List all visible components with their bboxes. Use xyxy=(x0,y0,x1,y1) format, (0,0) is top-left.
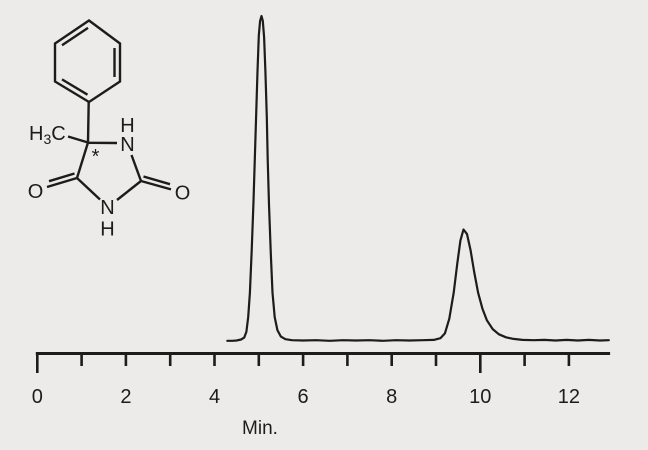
chemical-structure: H3C H N O N H O * xyxy=(28,19,191,241)
x-tick-label: 0 xyxy=(32,386,43,408)
benzene-double-bond xyxy=(61,78,89,96)
bond-c4-o-double xyxy=(48,172,75,183)
bond-c2-o-double xyxy=(143,175,171,186)
x-axis-title: Min. xyxy=(242,418,278,439)
x-tick-label: 4 xyxy=(209,386,220,408)
n3-h-label: H xyxy=(100,219,114,241)
n1-h-label: H xyxy=(120,115,134,137)
x-axis-ticks xyxy=(35,353,571,373)
methyl-label: H3C xyxy=(29,123,66,147)
x-axis-tick-labels: 0 2 4 6 8 10 12 xyxy=(32,386,580,408)
x-tick-label: 2 xyxy=(120,386,131,408)
benzene-double-bond xyxy=(61,26,89,47)
bond-phenyl-c5 xyxy=(86,101,90,143)
x-tick-label: 12 xyxy=(558,386,580,408)
n3-label: N xyxy=(100,197,114,219)
bond-c2-n3 xyxy=(116,180,142,201)
bond-n1-c2 xyxy=(130,154,143,182)
stereocenter-label: * xyxy=(92,146,100,168)
x-tick-label: 8 xyxy=(386,386,397,408)
n1-label: N xyxy=(120,134,134,156)
chromatogram-trace xyxy=(226,14,610,342)
x-tick-label: 10 xyxy=(469,386,491,408)
bond-methyl-c5 xyxy=(67,135,89,144)
benzene-ring-bond xyxy=(53,19,122,104)
bond-c2-o-double xyxy=(140,179,172,191)
bond-n3-c4 xyxy=(76,177,101,201)
bond-c4-c5 xyxy=(75,142,90,179)
o-right-label: O xyxy=(175,183,191,205)
x-tick-label: 6 xyxy=(298,386,309,408)
o-left-label: O xyxy=(28,181,44,203)
bond-c4-o-double xyxy=(46,176,78,189)
